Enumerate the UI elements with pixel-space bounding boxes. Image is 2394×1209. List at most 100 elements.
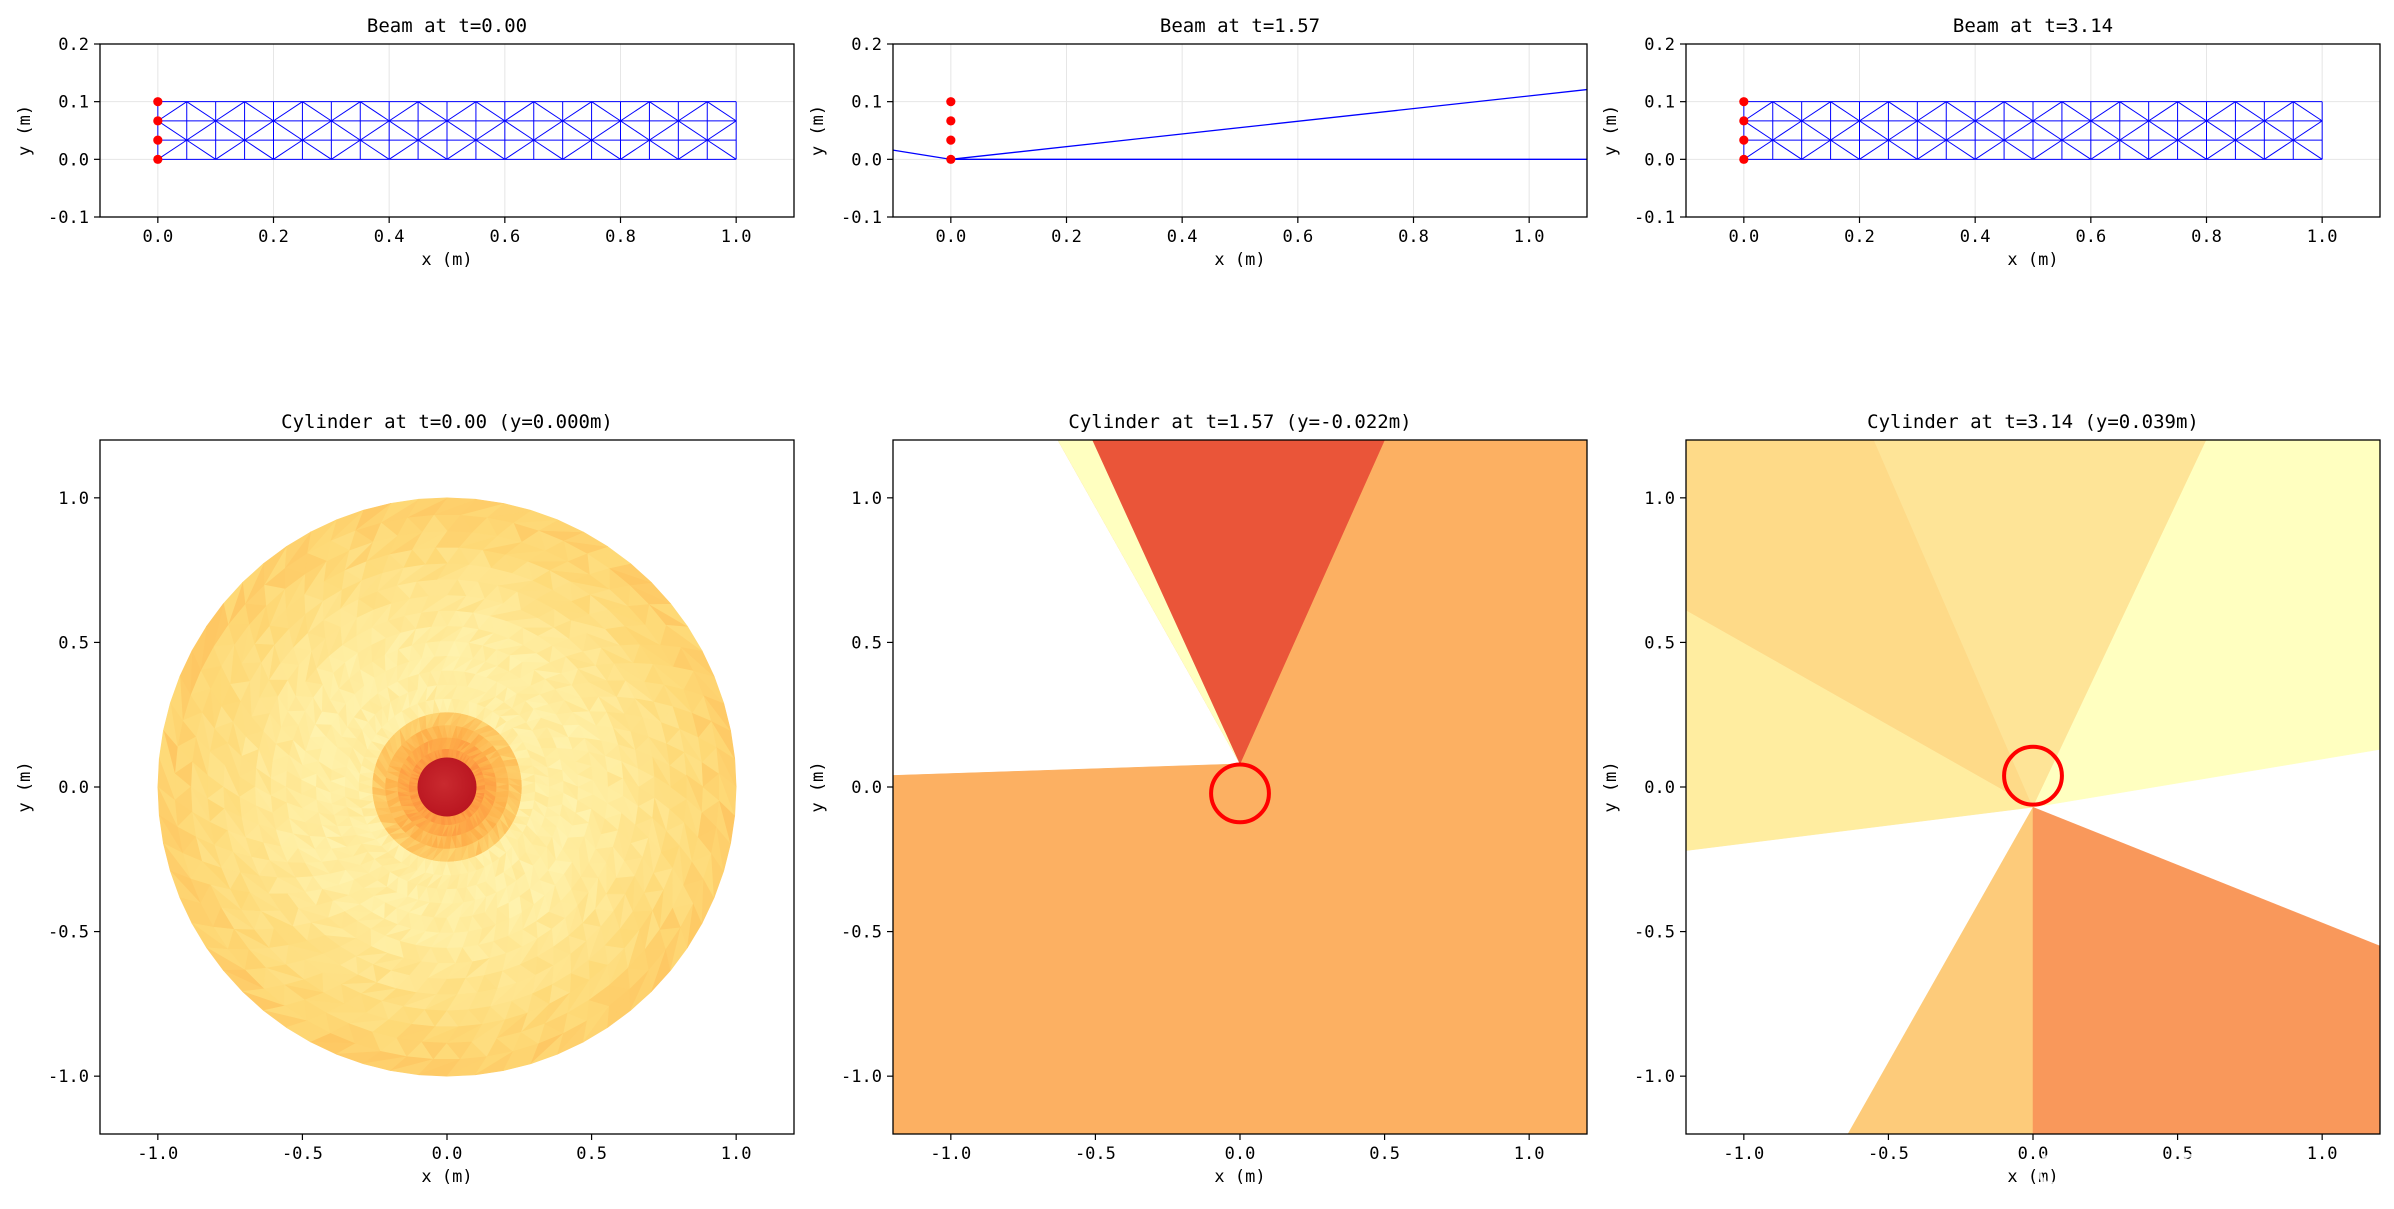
- mesh-edge: [388, 101, 419, 122]
- y-axis-label: y (m): [808, 105, 828, 156]
- mesh-edge: [706, 120, 737, 141]
- y-tick-label: 0.5: [1644, 633, 1675, 653]
- x-axis-label: x (m): [421, 1167, 472, 1187]
- x-tick-label: 1.0: [1514, 227, 1545, 247]
- x-tick-label: 0.0: [2018, 1144, 2049, 1164]
- mesh-edge: [533, 139, 563, 160]
- mesh-edge: [475, 139, 506, 160]
- x-tick-label: 0.8: [605, 227, 636, 247]
- mesh-edge: [620, 139, 650, 160]
- x-tick-label: 0.6: [2075, 227, 2106, 247]
- mesh-edge: [2292, 139, 2323, 160]
- mesh-edge: [1888, 120, 1918, 141]
- mesh-edge: [359, 101, 390, 122]
- cylinder-outline: [1209, 762, 1271, 825]
- mesh-edge: [649, 139, 679, 160]
- x-tick-label: 0.0: [142, 227, 173, 247]
- mesh-edge: [649, 101, 679, 122]
- mesh-edge: [302, 120, 332, 141]
- mesh-edge: [244, 120, 274, 141]
- x-tick-label: 0.8: [1398, 227, 1429, 247]
- mesh-edge: [1917, 120, 1947, 141]
- y-tick-label: 1.0: [58, 489, 89, 509]
- mesh-edge: [591, 139, 621, 160]
- y-axis-label: y (m): [15, 761, 35, 812]
- mesh-edge: [1830, 139, 1860, 160]
- mesh-edge: [331, 139, 361, 160]
- mesh-edge: [1859, 139, 1889, 160]
- mesh-edge: [1743, 101, 1774, 122]
- mesh-edge: [186, 101, 216, 122]
- panel-2: 0.0 0.2 0.4 0.6 0.8 1.0 0.2 0.1 0.0 -0.1 Beam at t…: [808, 15, 1588, 270]
- mesh-edge: [2003, 101, 2034, 122]
- mesh-edge: [2061, 101, 2092, 122]
- x-axis-label: x (m): [421, 250, 472, 270]
- mesh-edge: [1945, 139, 1976, 160]
- y-tick-label: 0.2: [1644, 35, 1675, 55]
- mesh-edge: [1830, 120, 1860, 141]
- y-tick-label: 0.5: [851, 633, 882, 653]
- mesh-edge: [2119, 101, 2149, 122]
- field-region: [1092, 440, 1385, 765]
- plot-area: [893, 440, 1587, 1134]
- mesh-edge: [359, 139, 390, 160]
- mesh-edge: [2264, 139, 2294, 160]
- mesh-edge: [2090, 120, 2121, 141]
- mesh-edge: [273, 139, 303, 160]
- mesh-edge: [417, 101, 448, 122]
- mesh-edge: [2148, 139, 2178, 160]
- mesh-edge: [2061, 120, 2092, 141]
- y-axis-label: y (m): [15, 105, 35, 156]
- mesh-edge: [1801, 120, 1831, 141]
- y-tick-label: 0.2: [851, 35, 882, 55]
- x-axis-label: x (m): [1214, 1167, 1265, 1187]
- mesh-edge: [1743, 139, 1774, 160]
- panel-4: -1.0 -0.5 0.0 0.5 1.0 1.0 0.5 0.0 -0.5 -1.0 Cylind…: [15, 411, 795, 1187]
- watermark-text: CSDN @kkchenkx: [2035, 1146, 2394, 1195]
- mesh-edge: [446, 101, 477, 122]
- mesh-edge: [504, 101, 535, 122]
- fixed-node: [153, 135, 163, 145]
- mesh-edge: [2206, 120, 2236, 141]
- mesh-edge: [678, 139, 708, 160]
- mesh-edge: [706, 101, 737, 122]
- fixed-node: [946, 97, 956, 107]
- x-tick-label: 1.0: [1514, 1144, 1545, 1164]
- x-tick-label: 0.5: [576, 1144, 607, 1164]
- mesh-edge: [2264, 101, 2294, 122]
- x-axis-label: x (m): [1214, 250, 1265, 270]
- mesh-edge: [446, 120, 477, 141]
- y-tick-label: 0.0: [851, 778, 882, 798]
- mesh-edge: [1801, 139, 1831, 160]
- mesh-edge: [475, 120, 506, 141]
- y-tick-label: 0.0: [58, 150, 89, 170]
- chart-title: Beam at t=1.57: [1160, 15, 1320, 37]
- mesh-edge: [359, 120, 390, 141]
- mesh-edge: [417, 139, 448, 160]
- x-tick-label: -1.0: [137, 1144, 178, 1164]
- mesh-edge: [215, 139, 245, 160]
- mesh-edge: [706, 139, 737, 160]
- mesh-edge: [1772, 101, 1802, 122]
- mesh-edge: [1772, 120, 1802, 141]
- fixed-node: [153, 97, 163, 107]
- mesh-edge: [562, 120, 592, 141]
- mesh-edge: [562, 139, 592, 160]
- y-tick-label: -1.0: [48, 1067, 89, 1087]
- y-tick-label: 0.0: [1644, 150, 1675, 170]
- mesh-edge: [1743, 120, 1774, 141]
- mesh-edge: [504, 120, 535, 141]
- mesh-edge: [302, 101, 332, 122]
- mesh-edge: [1945, 101, 1976, 122]
- mesh-edge: [620, 120, 650, 141]
- x-tick-label: -0.5: [1075, 1144, 1116, 1164]
- x-tick-label: 0.5: [1369, 1144, 1400, 1164]
- mesh-edge: [2264, 120, 2294, 141]
- plot-area: [893, 44, 1587, 217]
- cylinder-disk: [417, 757, 477, 817]
- y-tick-label: 0.0: [851, 150, 882, 170]
- mesh-edge: [2177, 120, 2207, 141]
- y-tick-label: -1.0: [1634, 1067, 1675, 1087]
- mesh-edge: [1888, 139, 1918, 160]
- x-tick-label: 0.6: [1282, 227, 1313, 247]
